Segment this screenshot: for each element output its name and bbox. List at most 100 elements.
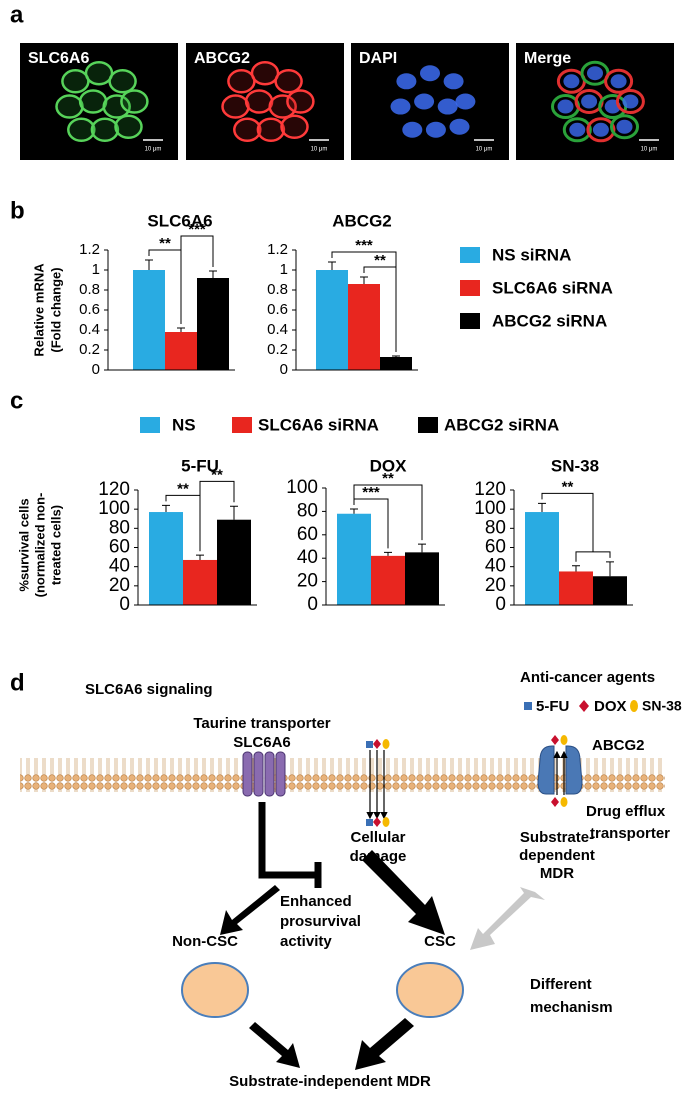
legend-swatch [460, 313, 480, 329]
bar [165, 332, 197, 370]
significance-bracket [541, 492, 611, 562]
bar [197, 278, 229, 370]
y-tick-label: 1 [280, 261, 288, 278]
chart-title: DOX [370, 456, 408, 475]
cell [610, 114, 639, 140]
cell [244, 89, 274, 114]
cell [114, 114, 143, 139]
error-bar [360, 276, 368, 284]
damage-label: Cellular [350, 829, 405, 846]
legend-label: SLC6A6 siRNA [492, 278, 613, 297]
cell [102, 94, 131, 119]
image-label: SLC6A6 [28, 50, 89, 67]
legend-swatch [140, 417, 160, 433]
y-axis-label: treated cells) [48, 505, 63, 585]
bar [371, 555, 405, 605]
y-tick-label: 80 [485, 517, 506, 538]
nucleus [437, 98, 458, 115]
cell [268, 94, 297, 119]
nucleus [425, 121, 446, 138]
significance-bracket [353, 484, 423, 541]
significance-label: *** [355, 237, 373, 254]
panel-letter: d [10, 669, 25, 696]
substrate-dependent-label: MDR [540, 865, 574, 882]
y-tick-label: 120 [474, 479, 506, 500]
y-tick-label: 80 [297, 500, 318, 521]
cell [604, 68, 634, 94]
y-tick-label: 0.4 [79, 321, 100, 338]
legend-swatch [460, 280, 480, 296]
cell [55, 94, 84, 119]
scale-label: 10 μm [641, 147, 658, 153]
y-tick-label: 1 [92, 261, 100, 278]
nucleus [587, 66, 603, 81]
y-tick-label: 0.6 [267, 301, 288, 318]
y-axis-label: (Fold change) [48, 267, 63, 352]
y-tick-label: 0.4 [267, 321, 288, 338]
enhanced-label: prosurvival [280, 913, 361, 930]
y-tick-label: 40 [297, 547, 318, 568]
y-tick-label: 120 [98, 479, 130, 500]
cell [615, 89, 645, 114]
y-tick-label: 20 [297, 571, 318, 592]
nucleus [592, 122, 609, 137]
y-tick-label: 60 [109, 537, 130, 558]
panel-letter: c [10, 387, 23, 414]
arrow-mdr-left [249, 1022, 300, 1068]
scale-label: 10 μm [145, 147, 162, 153]
image-label: ABCG2 [194, 50, 250, 67]
cell [256, 117, 286, 143]
cell [108, 69, 137, 94]
efflux-label: transporter [590, 825, 670, 842]
agents-title: Anti-cancer agents [520, 669, 655, 686]
significance-bracket [199, 480, 235, 552]
significance-label: ** [177, 480, 189, 497]
abcg2-protein [537, 745, 583, 795]
efflux-arrows [553, 750, 568, 795]
bar [525, 512, 559, 605]
agent-icon [524, 702, 532, 710]
agent-name: SN-38 [642, 698, 682, 714]
cell [562, 117, 592, 143]
y-tick-label: 0 [119, 594, 130, 615]
y-tick-label: 20 [485, 575, 506, 596]
y-tick-label: 0 [280, 361, 288, 378]
significance-label: ** [382, 470, 394, 487]
error-bar [392, 355, 400, 357]
y-tick-label: 0.2 [267, 341, 288, 358]
nucleus [390, 98, 411, 115]
y-tick-label: 100 [474, 498, 506, 519]
agent-icon [579, 700, 589, 712]
panel-d-diagram [20, 700, 665, 1070]
panel-letter: b [10, 197, 25, 224]
csc-label: CSC [424, 933, 456, 950]
enhanced-label: activity [280, 933, 332, 950]
y-tick-label: 0.6 [79, 301, 100, 318]
drug-entry-arrows [366, 750, 388, 820]
bar [337, 513, 371, 605]
chart-title: SLC6A6 [147, 211, 212, 230]
y-axis-label: Relative mRNA [31, 263, 46, 357]
chart-title: 5-FU [181, 456, 219, 475]
y-tick-label: 0.8 [267, 281, 288, 298]
bar [217, 519, 251, 605]
scale-label: 10 μm [311, 147, 328, 153]
agent-name: DOX [594, 698, 627, 715]
non-csc-label: Non-CSC [172, 933, 238, 950]
legend-swatch [418, 417, 438, 433]
different-label: Different [530, 976, 592, 993]
cell [78, 89, 108, 114]
nucleus [449, 118, 470, 135]
legend-label: ABCG2 siRNA [492, 311, 607, 330]
nucleus [569, 122, 586, 137]
nucleus [455, 93, 476, 110]
nucleus [443, 73, 464, 90]
error-bar [572, 565, 580, 572]
significance-label: ** [211, 466, 223, 483]
cell [227, 69, 256, 94]
cell [67, 117, 96, 143]
slc6a6-transporter [242, 751, 286, 797]
legend-swatch [460, 247, 480, 263]
damage-label: damage [350, 848, 407, 865]
